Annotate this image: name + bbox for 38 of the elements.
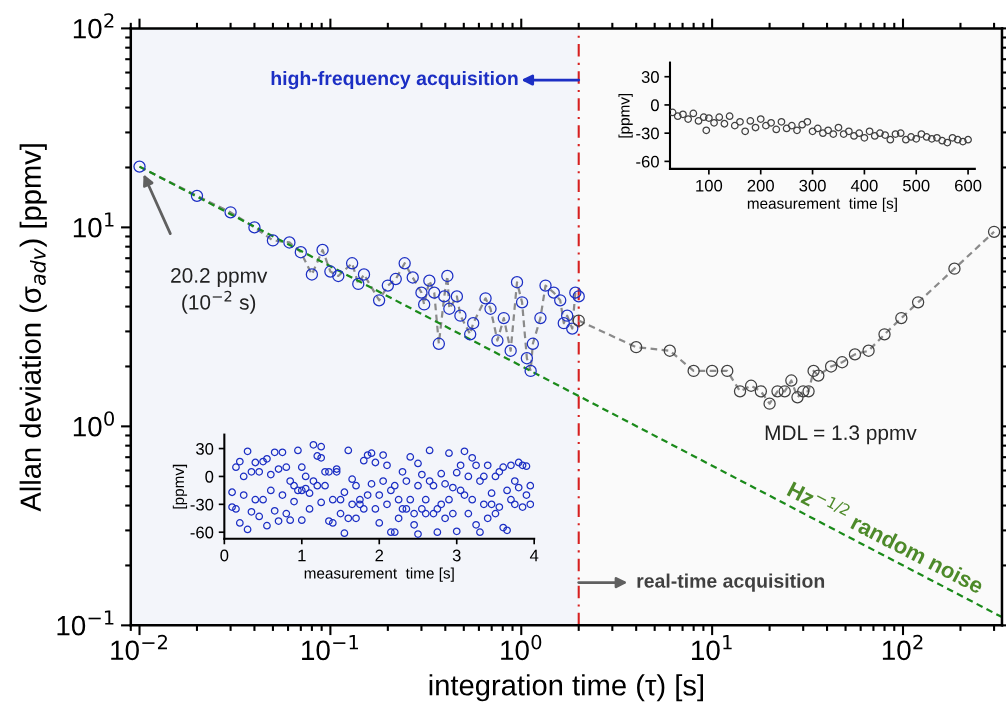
y-tick-label: 0 xyxy=(650,99,659,112)
y-tick-label: 0 xyxy=(205,470,214,483)
annotation: real-time acquisition xyxy=(637,573,825,592)
x-tick-label: 10$^{−2}$ xyxy=(111,634,167,661)
x-axis-title: measurement time [s] xyxy=(747,197,897,212)
x-tick-label: 0 xyxy=(220,549,229,562)
y-tick-label: 10$^{1}$ xyxy=(73,212,114,238)
y-tick-label: -60 xyxy=(190,526,214,539)
y-tick-label: -30 xyxy=(636,127,659,140)
x-tick-label: 4 xyxy=(529,549,539,562)
x-tick-label: 2 xyxy=(375,549,384,562)
y-tick-label: -60 xyxy=(636,155,659,168)
y-axis-title: Allan deviation (σ$_{adv}$) [ppmv] xyxy=(19,144,47,512)
y-tick-label: 10$^{2}$ xyxy=(73,13,114,39)
y-tick-label: -30 xyxy=(190,498,214,511)
y-tick-label: 30 xyxy=(641,71,659,83)
x-tick-label: 300 xyxy=(799,179,826,192)
y-tick-label: 10$^{0}$ xyxy=(73,411,114,437)
y-axis-title: [ppmv] xyxy=(618,93,633,138)
y-axis-title: [ppmv] xyxy=(172,464,188,509)
x-tick-label: 400 xyxy=(850,179,878,192)
y-tick-label: 30 xyxy=(196,442,214,455)
annotation: 20.2 ppmv (10$^{−2}$ s) xyxy=(171,268,268,314)
x-tick-label: 200 xyxy=(747,179,774,192)
x-axis-title: integration time (τ) [s] xyxy=(429,674,703,702)
x-tick-label: 3 xyxy=(452,549,461,562)
annotation: high-frequency acquisition xyxy=(271,70,518,90)
x-tick-label: 600 xyxy=(955,179,982,192)
x-tick-label: 500 xyxy=(903,179,930,192)
x-tick-label: 10$^{1}$ xyxy=(692,635,732,661)
annotation: MDL = 1.3 ppmv xyxy=(765,425,917,445)
x-tick-label: 10$^{−1}$ xyxy=(302,635,358,661)
x-tick-label: 1 xyxy=(298,549,306,562)
x-tick-label: 10$^{0}$ xyxy=(501,634,542,661)
x-tick-label: 10$^{2}$ xyxy=(882,634,923,661)
x-axis-title: measurement time [s] xyxy=(304,567,454,582)
y-tick-label: 10$^{−1}$ xyxy=(57,610,114,636)
x-tick-label: 100 xyxy=(696,179,723,192)
